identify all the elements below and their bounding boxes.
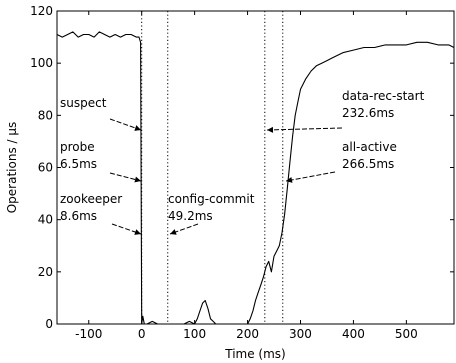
- x-tick-label: 500: [395, 327, 418, 341]
- annotation-data-rec-start: data-rec-start 232.6ms: [266, 89, 425, 133]
- y-tick-label: 20: [38, 265, 53, 279]
- annotation-suspect: suspect: [60, 96, 142, 131]
- series-line-0: [56, 31, 455, 325]
- annotation-zookeeper: zookeeper 8.6ms: [60, 192, 142, 235]
- annotation-arrow: [266, 127, 343, 131]
- annotation-probe: probe 6.5ms: [60, 140, 142, 183]
- annotation-all-active: all-active 266.5ms: [285, 140, 397, 183]
- annotation-arrowhead: [134, 176, 141, 183]
- annotation-arrowhead: [134, 229, 141, 235]
- x-tick-label: 200: [236, 327, 259, 341]
- annotation-layer: suspect probe 6.5ms zookeeper 8.6ms config-co…: [60, 89, 425, 235]
- axis-layer: -100 0 100 200 300 400 500 0 20 40 60 80 100 120: [30, 4, 455, 341]
- annotation-text: 6.5ms: [60, 157, 97, 171]
- x-axis-label: Time (ms): [224, 347, 286, 361]
- annotation-text: probe: [60, 140, 95, 154]
- annotation-text: all-active: [342, 140, 397, 154]
- annotation-text: data-rec-start: [342, 89, 425, 103]
- y-tick-label: 40: [38, 213, 53, 227]
- annotation-arrowhead: [170, 229, 177, 235]
- y-tick-label: 60: [38, 161, 53, 175]
- annotation-config-commit: config-commit 49.2ms: [168, 192, 255, 235]
- annotation-text: 8.6ms: [60, 209, 97, 223]
- x-tick-label: 400: [342, 327, 365, 341]
- annotation-arrowhead: [286, 176, 293, 183]
- annotation-text: 232.6ms: [342, 106, 394, 120]
- y-axis-label: Operations / μs: [5, 122, 19, 214]
- y-tick-label: 0: [45, 317, 53, 331]
- annotation-arrowhead: [267, 126, 274, 133]
- y-tick-label: 100: [30, 56, 53, 70]
- plot-frame: [56, 10, 455, 325]
- y-tick-label: 80: [38, 108, 53, 122]
- annotation-text: zookeeper: [60, 192, 122, 206]
- annotation-arrow: [285, 171, 336, 182]
- annotation-text: 49.2ms: [168, 209, 213, 223]
- annotation-arrow: [109, 118, 142, 131]
- x-tick-label: 100: [183, 327, 206, 341]
- plot-layer: [56, 11, 455, 325]
- annotation-text: 266.5ms: [342, 157, 394, 171]
- annotation-text: suspect: [60, 96, 107, 110]
- x-tick-label: 300: [289, 327, 312, 341]
- annotation-text: config-commit: [168, 192, 255, 206]
- x-tick-label: -100: [75, 327, 102, 341]
- y-tick-label: 120: [30, 4, 53, 18]
- x-tick-label: 0: [138, 327, 146, 341]
- annotation-arrow: [109, 172, 142, 182]
- annotation-arrowhead: [134, 125, 141, 131]
